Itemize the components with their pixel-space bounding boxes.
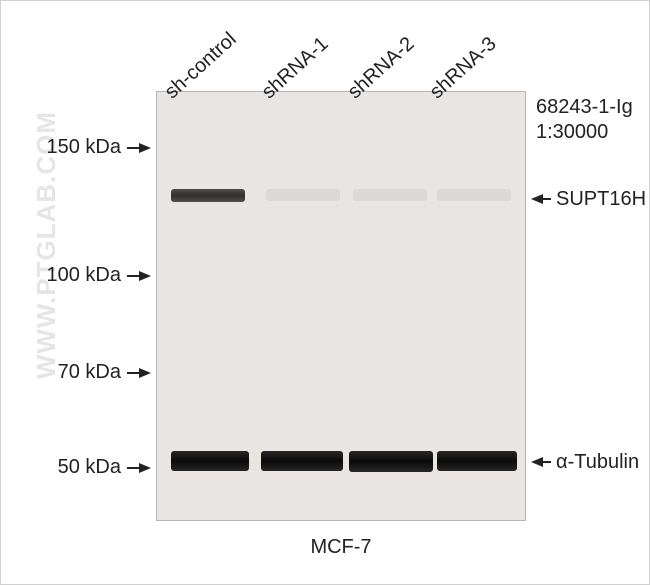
mw-arrow-70 <box>127 373 151 374</box>
target-label-tubulin: α-Tubulin <box>556 451 639 474</box>
target-arrow-tubulin <box>531 462 551 463</box>
cell-line-label: MCF-7 <box>276 536 406 559</box>
band-tubulin-lane3 <box>437 451 517 471</box>
band-supt16h-lane1 <box>266 189 340 201</box>
target-arrow-supt16h <box>531 199 551 200</box>
band-supt16h-lane0 <box>171 189 245 202</box>
dilution-label: 1:30000 <box>536 121 608 144</box>
mw-arrow-50 <box>127 468 151 469</box>
mw-arrow-100 <box>127 276 151 277</box>
band-tubulin-lane2 <box>349 451 433 472</box>
antibody-id-label: 68243-1-Ig <box>536 96 633 119</box>
band-supt16h-lane2 <box>353 189 427 201</box>
mw-label-50: 50 kDa <box>11 456 121 479</box>
band-supt16h-lane3 <box>437 189 511 201</box>
target-label-supt16h: SUPT16H <box>556 188 646 211</box>
mw-label-100: 100 kDa <box>1 264 121 287</box>
band-tubulin-lane1 <box>261 451 343 471</box>
mw-label-150: 150 kDa <box>1 136 121 159</box>
band-tubulin-lane0 <box>171 451 249 471</box>
figure-container: WWW.PTGLAB.COM sh-control shRNA-1 shRNA-… <box>0 0 650 585</box>
mw-arrow-150 <box>127 148 151 149</box>
mw-label-70: 70 kDa <box>11 361 121 384</box>
